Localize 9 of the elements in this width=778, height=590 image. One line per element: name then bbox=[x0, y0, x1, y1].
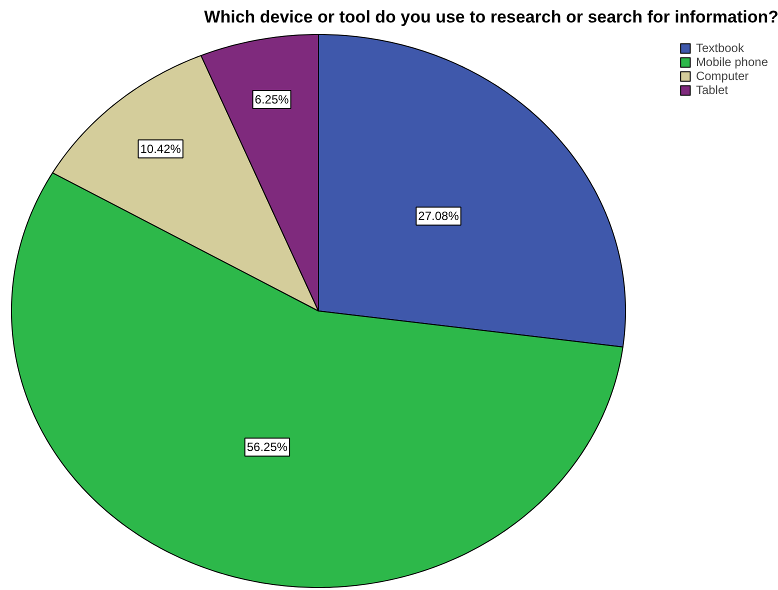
legend-label: Computer bbox=[696, 69, 749, 83]
data-label: 56.25% bbox=[246, 440, 288, 454]
data-label: 27.08% bbox=[418, 209, 460, 224]
legend-label: Tablet bbox=[696, 83, 728, 97]
data-label: 6.25% bbox=[254, 92, 290, 106]
data-label: 10.42% bbox=[140, 142, 182, 156]
legend-label: Mobile phone bbox=[696, 55, 768, 69]
legend-label: Textbook bbox=[696, 41, 744, 55]
chart-title: Which device or tool do you use to research or search for information? bbox=[204, 8, 778, 26]
